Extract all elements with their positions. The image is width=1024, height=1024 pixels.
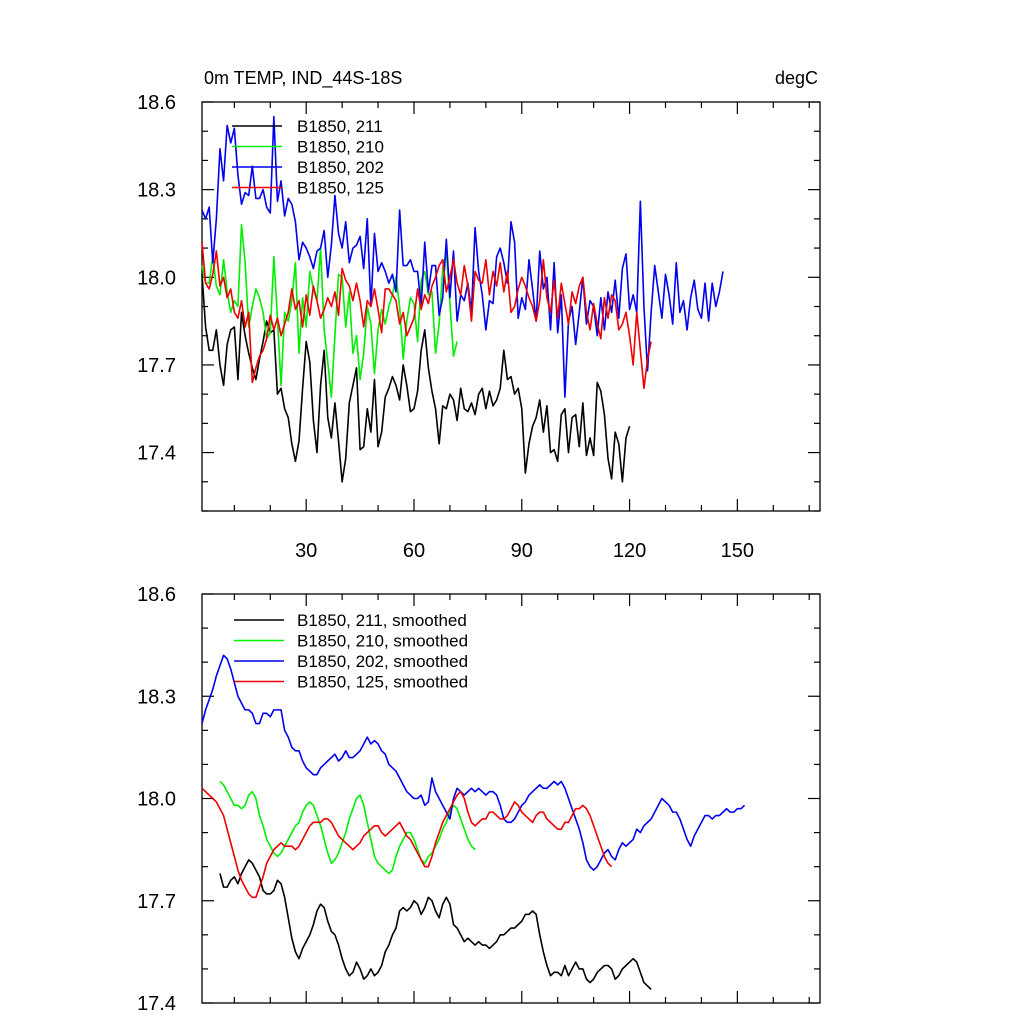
y-tick-label: 17.7 [137,355,176,377]
y-tick-label: 18.3 [137,686,176,708]
series-line-3 [201,115,724,398]
legend-label: B1850, 125, smoothed [297,673,468,692]
x-tick-label: 90 [511,540,533,562]
x-tick-label: 60 [403,540,425,562]
y-tick-label: 17.4 [137,993,176,1015]
legend-label: B1850, 211 [297,117,383,136]
y-tick-label: 17.4 [137,443,176,465]
series-line-4 [201,787,613,899]
series-line-1 [219,859,652,990]
y-tick-label: 18.0 [137,789,176,811]
legend-label: B1850, 211, smoothed [297,611,467,630]
legend-label: B1850, 125 [297,179,384,198]
x-tick-label: 120 [613,540,646,562]
legend-label: B1850, 202 [297,158,384,177]
units-label: degC [775,68,818,88]
legend-label: B1850, 210 [297,138,384,157]
plot-frame [201,593,821,1004]
y-tick-label: 17.7 [137,891,176,913]
legend: B1850, 211, smoothed B1850, 210, smoothed… [234,611,468,692]
y-tick-label: 18.6 [137,92,176,114]
chart-panel-2: 18.6 18.3 18.0 17.7 17.4 B1850, 211, smoothed… [137,584,821,1015]
chart-panel-1: 18.6 18.3 18.0 17.7 17.4 30 60 90 120 150 0m TEMP,… [137,68,821,562]
y-tick-label: 18.3 [137,180,176,202]
legend-label: B1850, 202, smoothed [297,652,468,671]
x-tick-label: 150 [721,540,754,562]
x-tick-label: 30 [295,540,317,562]
y-tick-label: 18.0 [137,267,176,289]
chart-title: 0m TEMP, IND_44S-18S [204,68,402,89]
series-line-3 [201,654,746,871]
legend-label: B1850, 210, smoothed [297,632,468,651]
y-tick-label: 18.6 [137,584,176,606]
series-line-4 [201,242,652,390]
